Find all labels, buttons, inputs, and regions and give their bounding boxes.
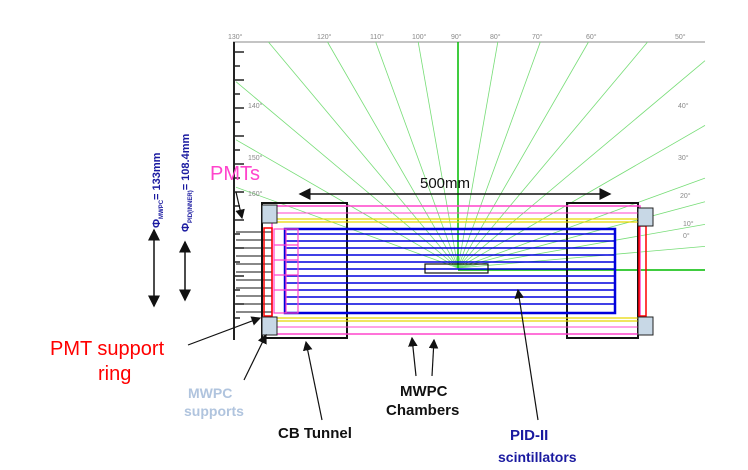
angle-ray bbox=[457, 41, 589, 269]
tick-50: 50° bbox=[675, 33, 686, 41]
angle-rays bbox=[235, 41, 706, 269]
tick-0: 0° bbox=[683, 232, 690, 240]
target-cell bbox=[424, 263, 489, 274]
mwpc-chambers-label-line1: MWPC bbox=[400, 383, 448, 400]
angle-ray bbox=[457, 60, 706, 269]
tick-60: 60° bbox=[586, 33, 597, 41]
angle-ray bbox=[457, 41, 499, 269]
pmt-light-guides bbox=[236, 231, 272, 313]
angle-ray bbox=[375, 41, 459, 269]
tick-40: 40° bbox=[678, 102, 689, 110]
angle-ray bbox=[457, 224, 706, 269]
tick-90: 90° bbox=[451, 33, 462, 41]
mwpc-phi-value: = 133mm bbox=[151, 152, 163, 200]
tick-10: 10° bbox=[683, 220, 694, 228]
pmts-pointer bbox=[235, 191, 245, 220]
pmts-label: PMTs bbox=[210, 163, 260, 185]
angle-ray bbox=[457, 41, 541, 269]
pid-phi-value: = 108.4mm bbox=[180, 134, 192, 191]
pmt-support-label-line1: PMT support bbox=[50, 338, 165, 360]
left-axis-ticks bbox=[234, 51, 244, 319]
angle-ray bbox=[457, 125, 706, 269]
mwpc-phi-symbol: Φ bbox=[151, 219, 163, 228]
cb-tunnel-right-block bbox=[566, 202, 639, 339]
tick-160: 160° bbox=[248, 190, 263, 198]
dimension-label: 500mm bbox=[420, 175, 470, 192]
angle-ray bbox=[457, 201, 706, 269]
angle-ray bbox=[417, 41, 459, 269]
cb-tunnel-label: CB Tunnel bbox=[278, 425, 352, 442]
tick-110: 110° bbox=[370, 33, 384, 41]
pid-scintillator-box bbox=[283, 227, 617, 315]
mwpc-diameter-label: ΦMWPC= 133mm bbox=[151, 152, 165, 228]
tick-120: 120° bbox=[317, 33, 332, 41]
tick-150: 150° bbox=[248, 154, 263, 162]
angle-ray bbox=[457, 177, 706, 269]
cb-tunnel-pointer bbox=[302, 340, 323, 421]
tick-130: 130° bbox=[228, 33, 243, 41]
pmt-modules bbox=[273, 228, 299, 314]
pid-phi-symbol: Φ bbox=[180, 223, 192, 232]
tick-100: 100° bbox=[412, 33, 427, 41]
tick-70: 70° bbox=[532, 33, 543, 41]
angle-ray bbox=[235, 81, 459, 269]
mwpc-chambers-label-line2: Chambers bbox=[386, 402, 459, 419]
pmt-support-label-line2: ring bbox=[98, 363, 131, 385]
angle-ray bbox=[268, 41, 459, 269]
yellow-support-lines bbox=[272, 218, 640, 322]
tick-80: 80° bbox=[490, 33, 501, 41]
angle-ray bbox=[327, 41, 459, 269]
pid-label-line2: scintillators bbox=[498, 449, 577, 465]
pid-scintillator-bars bbox=[285, 233, 615, 305]
mwpc-chambers-pointer-2 bbox=[428, 338, 439, 377]
mwpc-support-squares bbox=[261, 204, 654, 336]
pid-label-line1: PID-II bbox=[510, 427, 548, 444]
cb-tunnel-left-block bbox=[261, 202, 348, 339]
pid-phi-sub: PID(INNER) bbox=[188, 190, 194, 223]
mwpc-supports-pointer bbox=[243, 333, 267, 381]
pmt-support-pointer bbox=[187, 316, 262, 346]
mwpc-supports-label-line2: supports bbox=[184, 403, 244, 419]
mwpc-supports-label-line1: MWPC bbox=[188, 385, 232, 401]
mwpc-phi-sub: MWPC bbox=[159, 199, 165, 219]
angle-tick-labels: 130° 120° 110° 100° 90° 80° 70° 60° 50° … bbox=[228, 33, 694, 240]
tick-30: 30° bbox=[678, 154, 689, 162]
annotation-pointers bbox=[187, 191, 539, 421]
tick-20: 20° bbox=[680, 192, 691, 200]
pmt-support-ring-left bbox=[263, 227, 273, 317]
angle-ray bbox=[457, 246, 706, 269]
pid-pointer bbox=[514, 288, 539, 421]
mwpc-chambers-pointer-1 bbox=[408, 336, 418, 377]
pid-diameter-label: ΦPID(INNER)= 108.4mm bbox=[180, 134, 194, 232]
angle-ray bbox=[457, 41, 648, 269]
tick-140: 140° bbox=[248, 102, 263, 110]
